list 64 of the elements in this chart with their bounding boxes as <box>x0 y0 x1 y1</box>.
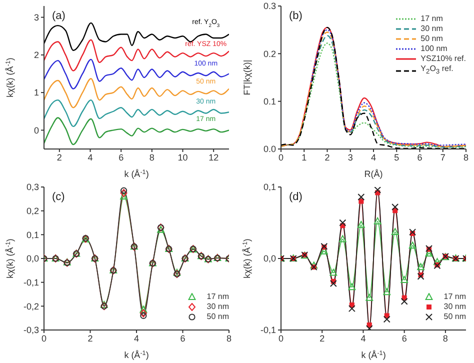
x-tick-label: 2 <box>56 152 62 162</box>
legend-label: 50 nm <box>206 312 229 322</box>
y-tick-label: 3 <box>34 12 39 22</box>
x-tick-label: 3 <box>348 152 353 162</box>
legend-label: 30 nm <box>444 302 466 312</box>
y-tick-label: 0,2 <box>26 206 39 216</box>
legend-label: 100 nm <box>420 44 448 54</box>
x-tick-label: 2 <box>88 333 93 344</box>
legend-label: 30 nm <box>206 302 229 312</box>
annotation: (b) <box>289 10 302 22</box>
y-tick-label: 0.1 <box>263 96 276 107</box>
y-tick-label: 0.2 <box>263 48 276 59</box>
x-axis-title: k (Å$^{-1}$) <box>124 350 149 360</box>
x-tick-label: 2 <box>324 152 330 162</box>
y-axis-title: FT|kχ(k)| <box>242 60 252 96</box>
x-tick-label: 12 <box>208 152 219 162</box>
y-tick-label: 0.3 <box>263 1 276 12</box>
legend-label: 50 nm <box>420 34 443 44</box>
x-tick-label: 8 <box>442 333 448 344</box>
x-axis-title: k (Å$^{-1}$) <box>361 350 386 360</box>
x-axis-title: R(Å) <box>364 169 383 179</box>
y-tick-label: 0,3 <box>26 182 39 192</box>
x-tick-label: 4 <box>134 333 140 344</box>
x-tick-label: 0 <box>41 333 47 344</box>
x-tick-label: 8 <box>463 152 469 162</box>
y-tick-label: 0 <box>34 125 39 136</box>
y-tick-label: 0.0 <box>263 144 276 154</box>
y-tick-label: 0,1 <box>26 230 39 240</box>
legend-label: YSZ10% ref. <box>420 54 466 64</box>
x-tick-label: 6 <box>118 152 124 162</box>
legend-label: 17 nm <box>420 14 443 24</box>
y-tick-label: -0,2 <box>23 301 39 312</box>
x-tick-label: 4 <box>88 152 93 162</box>
y-tick-label: -0,3 <box>23 325 39 336</box>
x-tick-label: 5 <box>394 152 400 162</box>
y-tick-label: 0,0 <box>26 254 39 264</box>
x-tick-label: 4 <box>370 152 376 162</box>
y-tick-label: -0,1 <box>260 325 276 336</box>
x-tick-label: 2 <box>320 333 325 344</box>
y-tick-label: 0,1 <box>263 182 276 192</box>
x-tick-label: 8 <box>149 152 154 162</box>
annotation: (a) <box>52 10 66 22</box>
y-tick-label: 0,0 <box>263 254 276 264</box>
x-tick-label: 10 <box>178 152 188 162</box>
x-tick-label: 0 <box>278 333 284 344</box>
x-tick-label: 1 <box>302 152 307 162</box>
x-tick-label: 6 <box>402 333 407 344</box>
x-axis-title: k (Å$^{-1}$) <box>124 168 149 179</box>
annotation: (c) <box>52 191 65 203</box>
x-tick-label: 0 <box>278 152 284 162</box>
x-tick-label: 6 <box>180 333 186 344</box>
x-tick-label: 4 <box>360 333 366 344</box>
legend-label: 17 nm <box>444 292 466 302</box>
legend-label: 30 nm <box>420 24 443 34</box>
legend-label: 17 nm <box>206 292 229 302</box>
legend-label: 50 nm <box>444 312 466 322</box>
x-tick-label: 8 <box>226 333 232 344</box>
annotation: (d) <box>289 191 302 203</box>
y-tick-label: 2 <box>34 50 39 60</box>
x-tick-label: 7 <box>440 152 446 162</box>
y-tick-label: -0,1 <box>23 278 39 288</box>
legend-label: Y$_{2}$O$_{3}$ ref. <box>420 64 454 78</box>
y-tick-label: 1 <box>34 88 39 98</box>
x-tick-label: 6 <box>417 152 422 162</box>
